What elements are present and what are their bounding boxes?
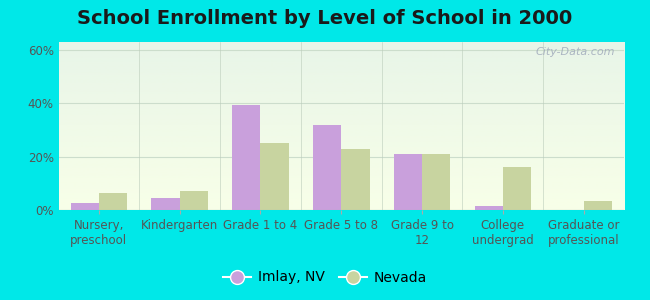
Bar <box>232 105 261 210</box>
Bar <box>151 198 179 210</box>
Bar <box>71 203 99 210</box>
Text: City-Data.com: City-Data.com <box>536 47 616 57</box>
Bar <box>99 193 127 210</box>
Bar <box>584 201 612 210</box>
Bar <box>341 149 369 210</box>
Bar <box>503 167 531 210</box>
Bar <box>474 206 503 210</box>
Bar <box>179 191 208 210</box>
Bar <box>394 154 422 210</box>
Legend: Imlay, NV, Nevada: Imlay, NV, Nevada <box>218 265 432 290</box>
Bar <box>422 154 450 210</box>
Bar <box>313 125 341 210</box>
Bar <box>261 143 289 210</box>
Text: School Enrollment by Level of School in 2000: School Enrollment by Level of School in … <box>77 9 573 28</box>
